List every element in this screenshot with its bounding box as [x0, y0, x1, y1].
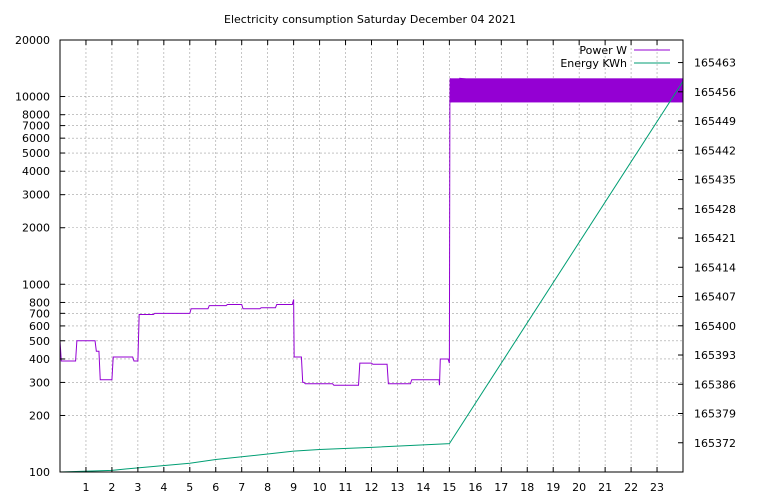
y-left-tick-label: 6000 [22, 132, 50, 145]
x-tick-label: 4 [160, 481, 167, 494]
y-right-tick-label: 165393 [694, 349, 736, 362]
y-right-tick-label: 165463 [694, 57, 736, 70]
y-left-tick-label: 1000 [22, 278, 50, 291]
y-left-tick-label: 2000 [22, 222, 50, 235]
x-tick-label: 10 [313, 481, 327, 494]
y-right-tick-label: 165386 [694, 378, 736, 391]
y-left-tick-label: 8000 [22, 109, 50, 122]
y-right-tick-label: 165435 [694, 174, 736, 187]
y-right-tick-label: 165428 [694, 203, 736, 216]
y-right-tick-label: 165372 [694, 437, 736, 450]
x-tick-label: 22 [624, 481, 638, 494]
y-left-tick-label: 600 [29, 320, 50, 333]
y-right-tick-label: 165400 [694, 320, 736, 333]
y-left-tick-label: 700 [29, 307, 50, 320]
chart-title: Electricity consumption Saturday Decembe… [224, 13, 516, 26]
x-tick-label: 18 [520, 481, 534, 494]
x-tick-label: 11 [339, 481, 353, 494]
y-left-tick-label: 500 [29, 335, 50, 348]
y-left-tick-label: 20000 [15, 34, 50, 47]
series-energy-kwh-line [59, 81, 684, 473]
x-tick-label: 17 [494, 481, 508, 494]
x-tick-label: 5 [186, 481, 193, 494]
x-tick-label: 1 [82, 481, 89, 494]
y-left-tick-label: 100 [29, 466, 50, 479]
x-tick-label: 2 [108, 481, 115, 494]
x-tick-label: 12 [365, 481, 379, 494]
legend-label-power: Power W [579, 44, 627, 57]
y-right-tick-label: 165456 [694, 86, 736, 99]
x-tick-label: 3 [134, 481, 141, 494]
y-left-tick-label: 4000 [22, 165, 50, 178]
ticks: 1 2 3 4 5 6 7 8 9 10 11 12 13 14 15 16 17 18 19 20 21 22 23100… [15, 34, 736, 494]
x-tick-label: 20 [572, 481, 586, 494]
y-left-tick-label: 5000 [22, 147, 50, 160]
y-right-tick-label: 165449 [694, 115, 736, 128]
x-tick-label: 14 [416, 481, 430, 494]
y-right-tick-label: 165379 [694, 408, 736, 421]
y-right-tick-label: 165421 [694, 232, 736, 245]
y-left-tick-label: 400 [29, 353, 50, 366]
series-layer [59, 77, 684, 473]
x-tick-label: 9 [290, 481, 297, 494]
legend-label-energy: Energy KWh [560, 57, 627, 70]
y-left-tick-label: 3000 [22, 189, 50, 202]
x-tick-label: 16 [468, 481, 482, 494]
x-tick-label: 13 [390, 481, 404, 494]
y-right-tick-label: 165442 [694, 144, 736, 157]
series-power-w-band [449, 78, 683, 103]
y-right-tick-label: 165414 [694, 261, 736, 274]
y-left-tick-label: 7000 [22, 120, 50, 133]
x-tick-label: 6 [212, 481, 219, 494]
y-left-tick-label: 300 [29, 376, 50, 389]
y-right-tick-label: 165407 [694, 291, 736, 304]
series-power-w-line [59, 77, 684, 386]
y-left-tick-label: 10000 [15, 91, 50, 104]
x-tick-label: 23 [650, 481, 664, 494]
x-tick-label: 15 [442, 481, 456, 494]
x-tick-label: 19 [546, 481, 560, 494]
y-left-tick-label: 200 [29, 409, 50, 422]
x-tick-label: 21 [598, 481, 612, 494]
x-tick-label: 8 [264, 481, 271, 494]
legend: Power W Energy KWh [560, 44, 670, 70]
x-tick-label: 7 [238, 481, 245, 494]
grid [60, 39, 683, 473]
y-left-tick-label: 800 [29, 296, 50, 309]
